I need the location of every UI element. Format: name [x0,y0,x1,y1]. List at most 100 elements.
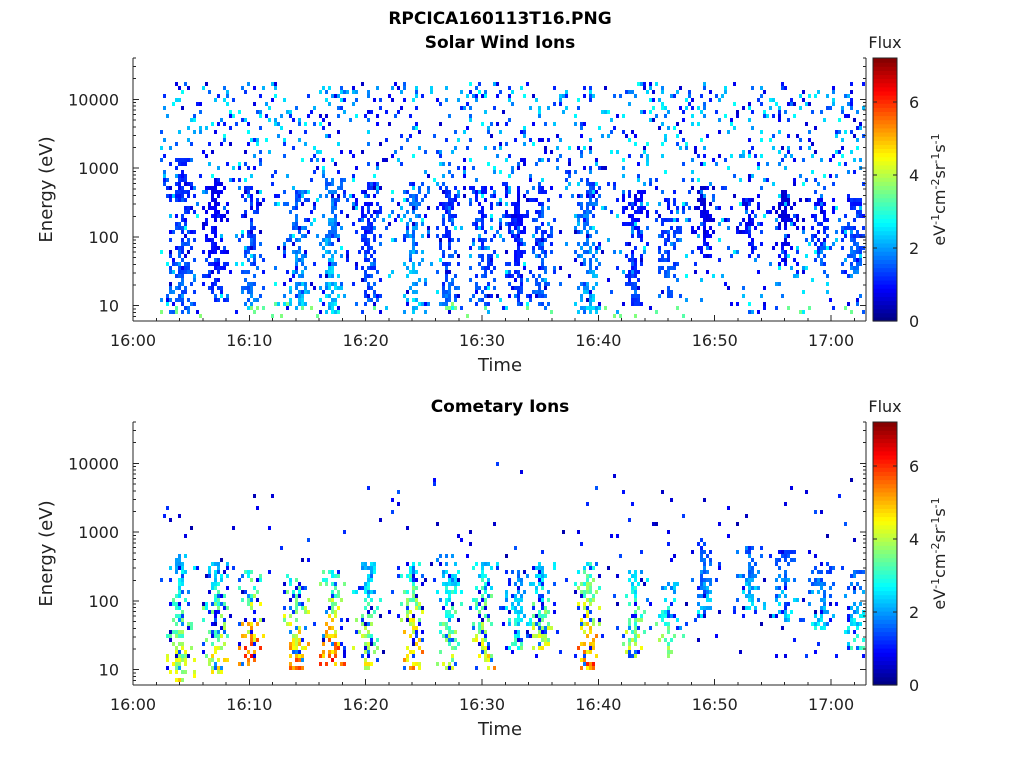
heatmap-cell [487,302,490,306]
heatmap-cell [475,94,478,98]
heatmap-cell [208,238,211,242]
heatmap-cell [184,662,187,666]
heatmap-cell [784,586,787,590]
heatmap-cell [595,246,598,250]
heatmap-cell [373,226,376,230]
heatmap-cell [745,578,748,582]
heatmap-cell [223,658,226,662]
heatmap-cell [748,578,751,582]
heatmap-cell [328,102,331,106]
heatmap-cell [820,618,823,622]
heatmap-cell [538,202,541,206]
heatmap-cell [508,174,511,178]
heatmap-cell [823,230,826,234]
heatmap-cell [559,194,562,198]
heatmap-cell [328,306,331,310]
heatmap-cell [703,542,706,546]
heatmap-cell [202,226,205,230]
heatmap-cell [454,194,457,198]
colorbar-segment [873,156,897,162]
heatmap-cell [595,282,598,286]
heatmap-cell [337,238,340,242]
heatmap-cell [316,234,319,238]
heatmap-cell [844,226,847,230]
heatmap-cell [295,190,298,194]
heatmap-cell [484,630,487,634]
heatmap-cell [550,250,553,254]
heatmap-cell [439,162,442,166]
heatmap-cell [784,570,787,574]
heatmap-cell [823,214,826,218]
heatmap-cell [490,594,493,598]
heatmap-cell [304,610,307,614]
heatmap-cell [799,198,802,202]
heatmap-cell [844,230,847,234]
heatmap-cell [325,182,328,186]
heatmap-cell [241,194,244,198]
heatmap-cell [352,178,355,182]
heatmap-cell [253,238,256,242]
heatmap-cell [172,258,175,262]
heatmap-cell [850,250,853,254]
heatmap-cell [544,254,547,258]
heatmap-cell [217,598,220,602]
colorbar-segment [873,111,897,117]
heatmap-cell [778,586,781,590]
heatmap-cell [793,222,796,226]
heatmap-cell [646,578,649,582]
heatmap-cell [580,306,583,310]
heatmap-cell [580,122,583,126]
heatmap-cell [187,590,190,594]
heatmap-cell [595,654,598,658]
heatmap-cell [673,242,676,246]
y-tick-label: 10 [99,297,119,316]
heatmap-cell [580,206,583,210]
heatmap-cell [757,162,760,166]
heatmap-cell [538,190,541,194]
heatmap-cell [181,618,184,622]
heatmap-cell [274,118,277,122]
heatmap-cell [337,170,340,174]
heatmap-cell [577,586,580,590]
heatmap-cell [577,222,580,226]
heatmap-cell [805,102,808,106]
heatmap-cell [631,258,634,262]
heatmap-cell [505,594,508,598]
heatmap-cell [772,614,775,618]
heatmap-cell [478,90,481,94]
heatmap-cell [814,510,817,514]
heatmap-cell [694,230,697,234]
heatmap-cell [211,174,214,178]
heatmap-cell [631,222,634,226]
heatmap-cell [487,262,490,266]
heatmap-cell [640,202,643,206]
heatmap-cell [700,538,703,542]
heatmap-cell [391,86,394,90]
colorbar-segment [873,185,897,191]
heatmap-cell [217,266,220,270]
heatmap-cell [511,602,514,606]
heatmap-cell [517,206,520,210]
heatmap-cell [586,306,589,310]
heatmap-cell [508,578,511,582]
heatmap-cell [682,314,685,318]
heatmap-cell [535,218,538,222]
heatmap-cell [820,258,823,262]
heatmap-cell [790,266,793,270]
heatmap-cell [211,122,214,126]
heatmap-cell [331,590,334,594]
heatmap-cell [406,210,409,214]
heatmap-cell [214,210,217,214]
heatmap-cell [661,610,664,614]
heatmap-cell [592,646,595,650]
heatmap-cell [322,642,325,646]
heatmap-cell [844,94,847,98]
heatmap-cell [331,574,334,578]
heatmap-cell [649,306,652,310]
heatmap-cell [469,118,472,122]
heatmap-cell [703,102,706,106]
heatmap-cell [409,598,412,602]
heatmap-cell [253,618,256,622]
heatmap-cell [364,598,367,602]
heatmap-cell [205,258,208,262]
